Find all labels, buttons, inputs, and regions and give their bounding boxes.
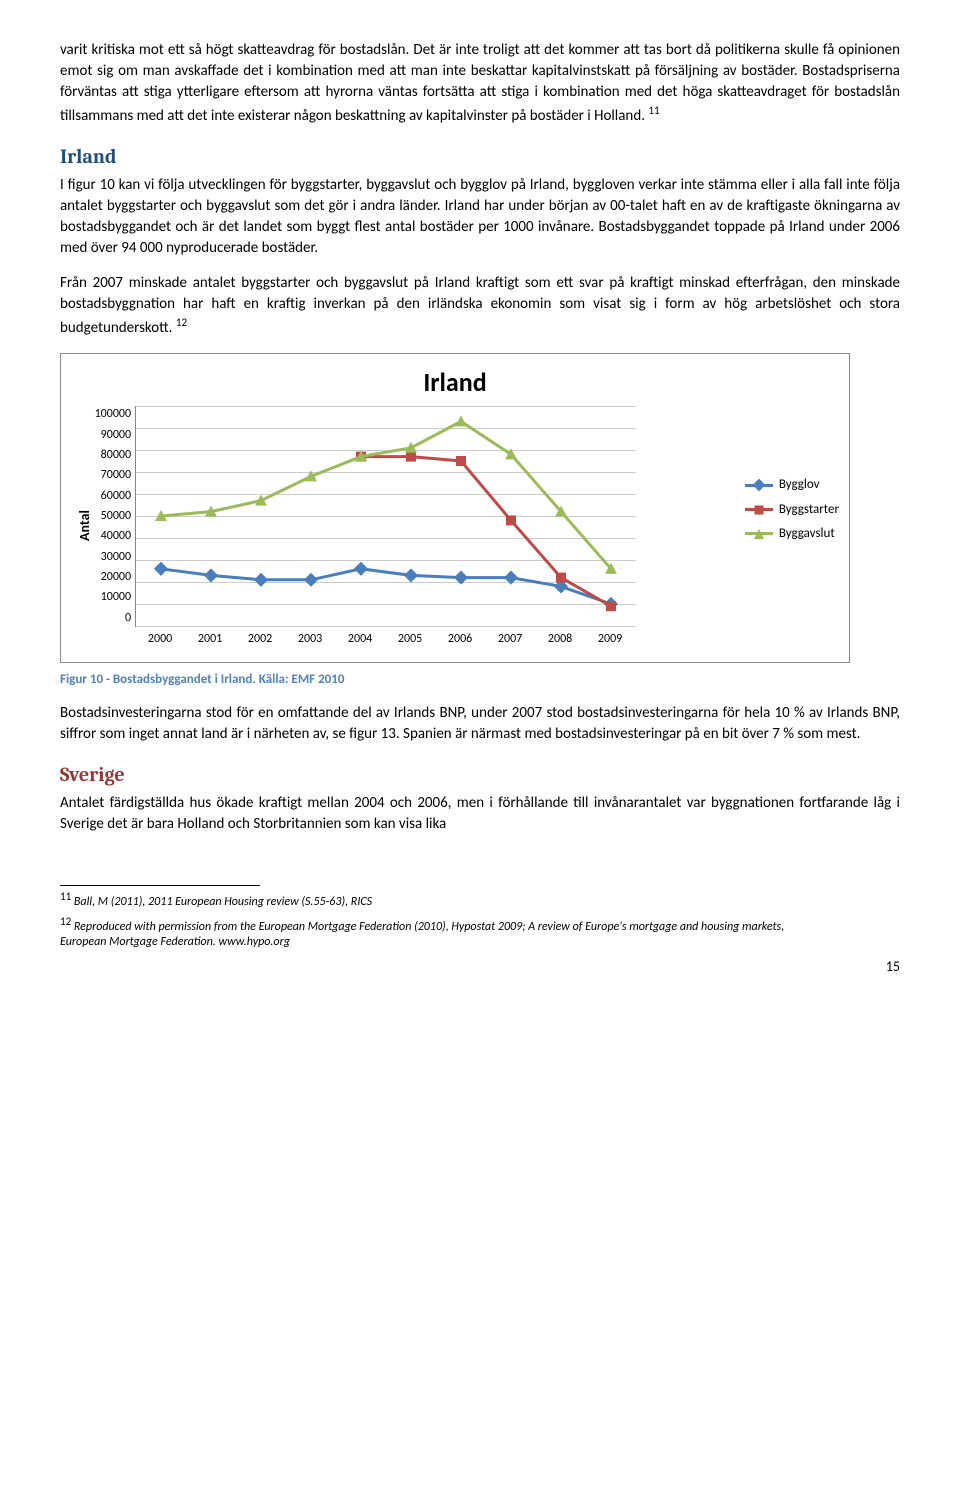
fn1-text: Ball, M (2011), 2011 European Housing re… <box>71 895 372 909</box>
footnote-ref-12: 12 <box>176 316 187 329</box>
figure-caption: Figur 10 - Bostadsbyggandet i Irland. Kä… <box>60 671 900 689</box>
chart-irland: Irland Antal 100000900008000070000600005… <box>60 353 850 663</box>
para1-text: varit kritiska mot ett så högt skatteavd… <box>60 41 900 125</box>
footnote-11: 11 Ball, M (2011), 2011 European Housing… <box>60 890 820 911</box>
legend-bygglov: Bygglov <box>745 476 839 494</box>
heading-irland: Irland <box>60 143 900 171</box>
paragraph-2: I figur 10 kan vi följa utvecklingen för… <box>60 175 900 259</box>
page-number: 15 <box>60 957 900 977</box>
legend-label-1: Bygglov <box>779 476 820 494</box>
x-ticks: 2000200120022003200420052006200720082009 <box>135 631 635 648</box>
legend: Bygglov Byggstarter Byggavslut <box>745 476 839 646</box>
chart-title: Irland <box>71 364 839 400</box>
legend-byggavslut: Byggavslut <box>745 525 839 543</box>
fn2-text: Reproduced with permission from the Euro… <box>60 920 784 950</box>
paragraph-4: Bostadsinvesteringarna stod för en omfat… <box>60 703 900 745</box>
fn1-num: 11 <box>60 890 71 903</box>
heading-sverige: Sverige <box>60 761 900 789</box>
y-axis-label: Antal <box>71 406 95 646</box>
paragraph-3: Från 2007 minskade antalet byggstarter o… <box>60 273 900 339</box>
footnote-12: 12 Reproduced with permission from the E… <box>60 915 820 951</box>
y-ticks: 1000009000080000700006000050000400003000… <box>95 406 136 626</box>
legend-byggstarter: Byggstarter <box>745 501 839 519</box>
plot-area <box>135 406 636 627</box>
footnote-separator <box>60 885 260 886</box>
fn2-num: 12 <box>60 915 71 928</box>
footnote-ref-11: 11 <box>648 104 659 117</box>
legend-label-3: Byggavslut <box>779 525 835 543</box>
paragraph-1: varit kritiska mot ett så högt skatteavd… <box>60 40 900 127</box>
paragraph-5: Antalet färdigställda hus ökade kraftigt… <box>60 793 900 835</box>
legend-label-2: Byggstarter <box>779 501 839 519</box>
